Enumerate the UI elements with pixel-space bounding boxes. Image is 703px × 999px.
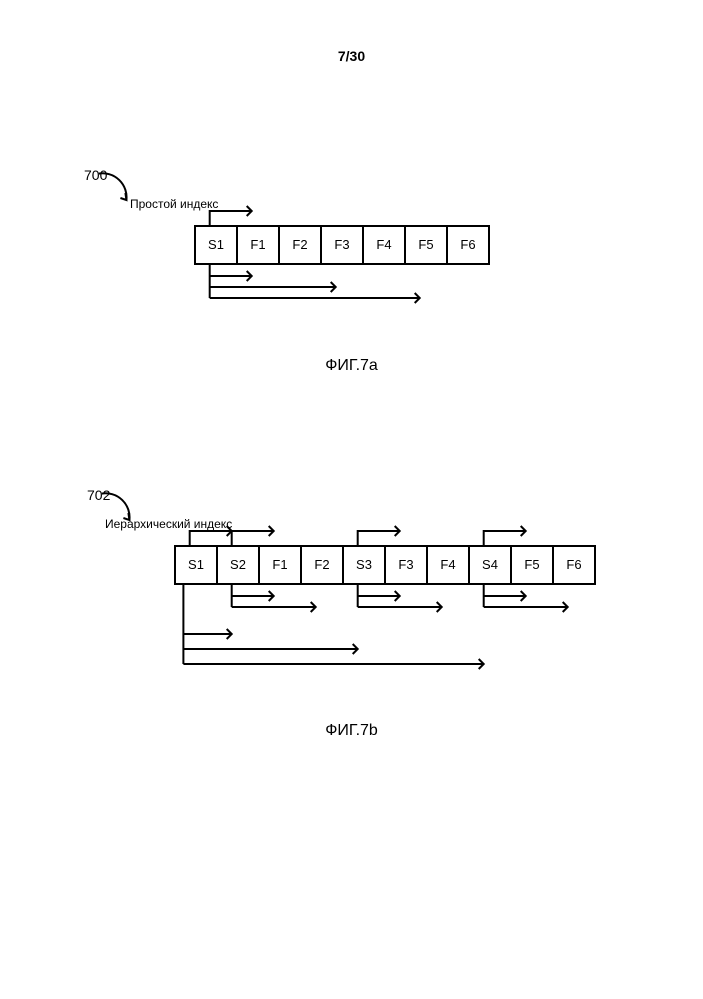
svg-text:F4: F4 (440, 557, 455, 572)
svg-text:F6: F6 (460, 237, 475, 252)
svg-text:700: 700 (84, 170, 108, 183)
svg-text:F1: F1 (250, 237, 265, 252)
svg-text:F1: F1 (272, 557, 287, 572)
svg-text:F5: F5 (524, 557, 539, 572)
svg-text:F6: F6 (566, 557, 581, 572)
svg-text:ФИГ.7a: ФИГ.7a (325, 357, 378, 374)
page: 7/30 700 Простой индекс S1 F1 F2 F3 F4 F5 F6 ФИГ.… (0, 0, 703, 999)
figure-a: 700 Простой индекс S1 F1 F2 F3 F4 F5 F6 ФИГ.7a (0, 170, 703, 400)
svg-text:S1: S1 (188, 557, 204, 572)
svg-text:F5: F5 (418, 237, 433, 252)
svg-text:Простой индекс: Простой индекс (130, 197, 218, 211)
svg-text:F2: F2 (292, 237, 307, 252)
svg-text:702: 702 (87, 490, 111, 503)
svg-text:S2: S2 (230, 557, 246, 572)
svg-text:F3: F3 (334, 237, 349, 252)
figure-b: 702 Иерархический индекс S1 S2 F1 F2 S3 F3 F4 S4 F… (0, 490, 703, 765)
svg-text:Иерархический индекс: Иерархический индекс (105, 517, 232, 531)
svg-text:S3: S3 (356, 557, 372, 572)
svg-text:F4: F4 (376, 237, 391, 252)
svg-text:S1: S1 (208, 237, 224, 252)
page-number: 7/30 (0, 48, 703, 64)
svg-text:ФИГ.7b: ФИГ.7b (325, 722, 378, 739)
svg-text:F3: F3 (398, 557, 413, 572)
svg-text:F2: F2 (314, 557, 329, 572)
svg-text:S4: S4 (482, 557, 498, 572)
